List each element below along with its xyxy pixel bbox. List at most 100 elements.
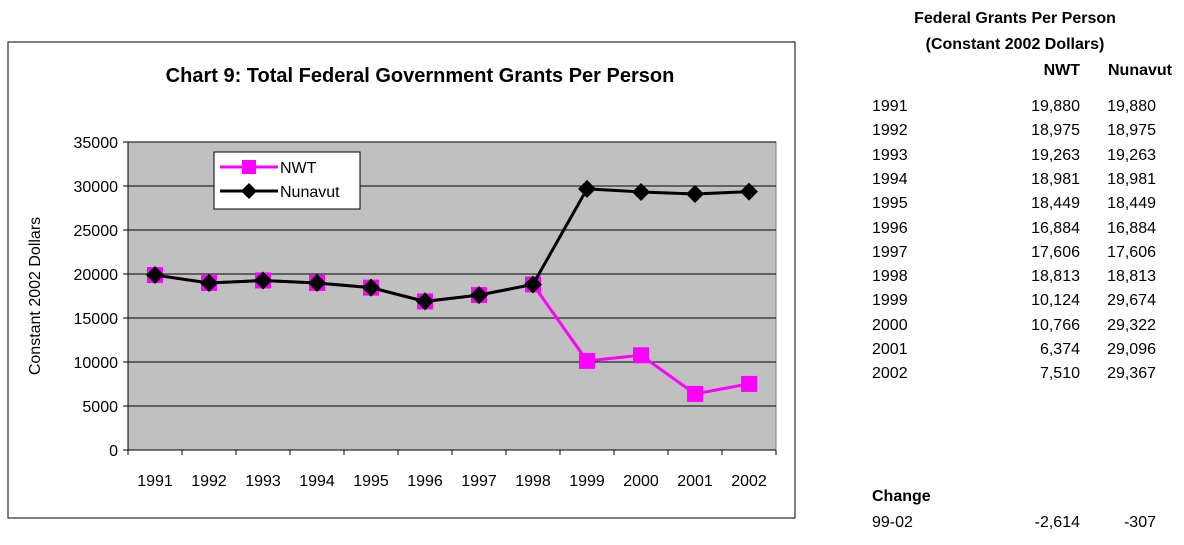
table-year: 2000 (872, 316, 908, 334)
series-layer (146, 179, 758, 402)
data-point-nunavut (146, 266, 164, 285)
table-nwt: 18,813 (1031, 268, 1080, 286)
table-year: 1993 (872, 146, 908, 164)
data-point-nunavut (362, 278, 380, 297)
table-nwt: 6,374 (1039, 341, 1080, 358)
data-point-nunavut (254, 271, 272, 290)
data-point-nwt (633, 347, 649, 364)
table-nunavut: 19,263 (1107, 146, 1156, 164)
table-nunavut: 16,884 (1107, 219, 1156, 237)
y-tick-label: 10000 (74, 355, 119, 372)
table-nunavut: 29,367 (1107, 365, 1156, 383)
table-year: 2002 (872, 365, 908, 383)
table-row: 1993 19,263 19,263 (872, 147, 1182, 171)
x-tick-label: 1991 (137, 473, 173, 490)
table-nwt: 19,880 (1031, 98, 1080, 115)
table-nwt: 19,263 (1031, 146, 1080, 164)
table-nwt: 10,124 (1031, 292, 1080, 310)
legend-label-nwt: NWT (280, 160, 317, 177)
table-nunavut: 29,096 (1107, 341, 1156, 358)
legend-label-nunavut: Nunavut (280, 184, 340, 201)
x-tick-label: 2000 (623, 473, 659, 490)
x-tick-label: 1997 (461, 473, 497, 490)
x-tick-label: 1996 (407, 473, 443, 490)
table-year: 1992 (872, 122, 908, 140)
table-row: 1996 16,884 16,884 (872, 220, 1182, 244)
table-year: 1994 (872, 170, 908, 188)
table-nwt: 7,510 (1039, 365, 1080, 383)
table-nunavut: 19,880 (1107, 98, 1156, 115)
change-nunavut: -307 (1123, 514, 1156, 531)
y-tick-label: 35000 (74, 135, 119, 152)
data-point-nunavut (740, 182, 758, 201)
y-tick-label: 25000 (74, 223, 119, 240)
x-tick-label: 1993 (245, 473, 281, 490)
data-point-nwt (741, 375, 757, 392)
table-year: 1996 (872, 219, 908, 237)
x-tick-label: 1999 (569, 473, 605, 490)
table-row: 2002 7,510 29,367 (872, 365, 1182, 389)
table-nunavut: 29,674 (1107, 292, 1156, 310)
y-tick-label: 0 (109, 443, 118, 460)
table-nunavut: 29,322 (1107, 316, 1156, 334)
legend: NWT Nunavut (213, 151, 361, 210)
y-tick-label: 30000 (74, 179, 119, 196)
change-nwt: -2,614 (1034, 514, 1080, 531)
table-row: 2000 10,766 29,322 (872, 317, 1182, 341)
table-year: 1995 (872, 195, 908, 213)
data-point-nunavut (632, 182, 650, 201)
table-title-line2: (Constant 2002 Dollars) (925, 36, 1105, 53)
data-point-nwt (687, 385, 703, 402)
data-point-nunavut (578, 179, 596, 198)
data-point-nunavut (200, 274, 218, 293)
change-label: Change (872, 488, 931, 505)
chart-title: Chart 9: Total Federal Government Grants… (166, 65, 675, 87)
table-nunavut: 18,975 (1107, 122, 1156, 140)
data-point-nunavut (416, 292, 434, 311)
series-line-nunavut (154, 187, 750, 303)
x-tick-label: 2002 (731, 473, 767, 490)
legend-marker-nwt (242, 160, 256, 174)
table-row: 1991 19,880 19,880 (872, 98, 1182, 122)
y-tick-label: 20000 (74, 267, 119, 284)
header-nunavut: Nunavut (1108, 62, 1172, 79)
table-nwt: 18,449 (1031, 195, 1080, 213)
x-tick-label: 2001 (677, 473, 713, 490)
table-nunavut: 18,813 (1107, 268, 1156, 286)
table-nwt: 18,981 (1031, 170, 1080, 188)
table-nunavut: 18,981 (1107, 170, 1156, 188)
table-nwt: 10,766 (1031, 316, 1080, 334)
table-row: 1998 18,813 18,813 (872, 268, 1182, 292)
x-tick-label: 1995 (353, 473, 389, 490)
table-year: 1999 (872, 292, 908, 310)
gridlines (128, 141, 776, 407)
table-row: 1999 10,124 29,674 (872, 292, 1182, 316)
table-year: 1998 (872, 268, 908, 286)
data-point-nunavut (686, 184, 704, 203)
table-year: 2001 (872, 341, 908, 358)
x-tick-label: 1994 (299, 473, 335, 490)
data-point-nwt (579, 352, 595, 369)
x-tick-label: 1998 (515, 473, 551, 490)
data-point-nunavut (524, 275, 542, 294)
axes: 0 5000 10000 15000 20000 25000 30000 35000 1991 1… (74, 135, 777, 490)
table-nunavut: 17,606 (1107, 243, 1156, 261)
table-row: 2001 6,374 29,096 (872, 341, 1182, 365)
table-nunavut: 18,449 (1107, 195, 1156, 213)
table-nwt: 17,606 (1031, 243, 1080, 261)
data-point-nunavut (308, 273, 326, 292)
change-row: 99-02 -2,614 -307 (872, 514, 1182, 538)
y-tick-label: 15000 (74, 311, 119, 328)
table-year: 1997 (872, 243, 908, 261)
data-point-nunavut (470, 286, 488, 305)
table-row: 1994 18,981 18,981 (872, 171, 1182, 195)
table-row: 1992 18,975 18,975 (872, 122, 1182, 146)
legend-marker-nunavut (241, 183, 257, 199)
y-tick-label: 5000 (82, 399, 118, 416)
header-nwt: NWT (1043, 62, 1080, 79)
x-tick-label: 1992 (191, 473, 227, 490)
y-axis-label: Constant 2002 Dollars (27, 217, 44, 375)
table-row: 1997 17,606 17,606 (872, 244, 1182, 268)
